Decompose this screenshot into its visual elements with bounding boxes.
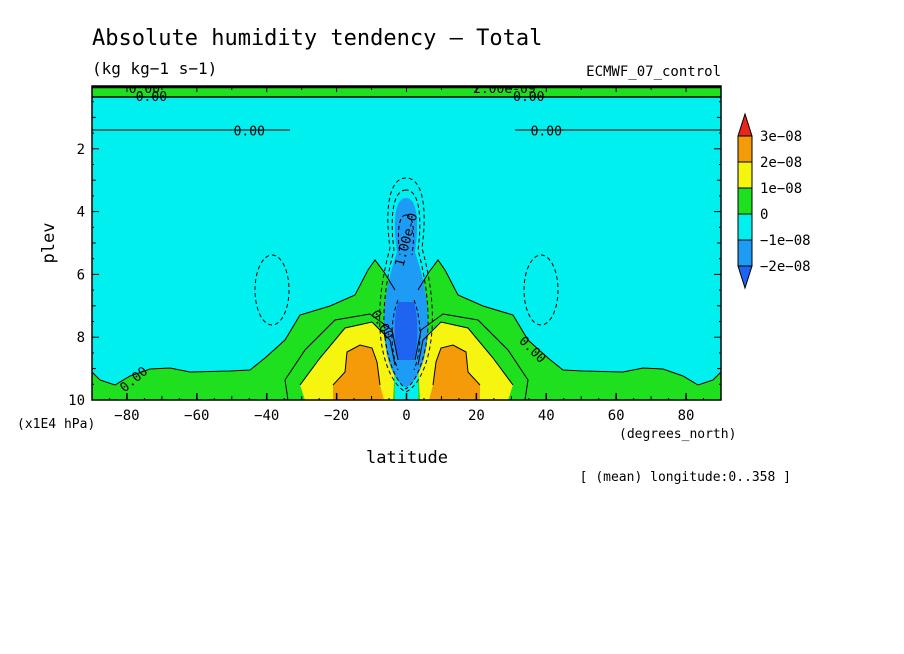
x-tick-label: 0 <box>402 408 410 424</box>
y-tick-label: 2 <box>77 142 85 158</box>
colorbar-label: 1e−08 <box>760 181 802 197</box>
y-tick-label: 4 <box>77 205 85 221</box>
colorbar-label: −2e−08 <box>760 259 811 275</box>
colorbar-segment <box>737 213 753 241</box>
colorbar-segment <box>737 135 753 163</box>
colorbar-segment <box>737 187 753 215</box>
fill-orange <box>333 345 480 400</box>
contour-label: 0.00 <box>234 125 265 140</box>
chart-units: (kg kg−1 s−1) <box>92 59 217 78</box>
contour-label: 0.00 <box>513 90 544 105</box>
colorbar-top-arrow <box>737 112 753 137</box>
x-tick-label: 80 <box>678 408 695 424</box>
x-tick-label: 40 <box>538 408 555 424</box>
y-tick-label: 6 <box>77 267 85 283</box>
y-axis: 2 4 6 8 10 <box>68 101 721 409</box>
contour-label: 0.00 <box>531 125 562 140</box>
x-tick-label: −80 <box>114 408 139 424</box>
contour-label: 2.00e-09 <box>473 82 536 97</box>
chart-title: Absolute humidity tendency — Total <box>92 26 542 51</box>
y-tick-label: 10 <box>68 393 85 409</box>
contour-label: 0.00 <box>129 82 160 97</box>
x-axis-units: (degrees_north) <box>619 427 736 442</box>
contours-dashed <box>254 177 559 393</box>
y-axis-units: (x1E4 hPa) <box>17 417 95 432</box>
colorbar-label: 2e−08 <box>760 155 802 171</box>
plot-area: 0.000.000.002.00e-090.000.001.00e-00.000… <box>92 82 721 400</box>
x-tick-label: 60 <box>608 408 625 424</box>
x-tick-label: −40 <box>254 408 279 424</box>
x-tick-label: −20 <box>324 408 349 424</box>
y-tick-label: 8 <box>77 330 85 346</box>
colorbar-legend: 3e−08 2e−08 1e−08 0 −1e−08 −2e−08 <box>737 112 811 290</box>
contour-label: 0.00 <box>136 90 167 105</box>
colorbar-segment <box>737 239 753 267</box>
x-tick-label: −60 <box>184 408 209 424</box>
colorbar-bottom-arrow <box>737 265 753 290</box>
colorbar-label: −1e−08 <box>760 233 811 249</box>
fill-dark-blue-core <box>394 302 418 360</box>
x-axis: −80 −60 −40 −20 0 20 40 60 80 <box>91 86 722 424</box>
colorbar-label: 3e−08 <box>760 129 802 145</box>
footnote: [ (mean) longitude:0..358 ] <box>580 470 791 485</box>
x-tick-label: 20 <box>468 408 485 424</box>
colorbar-segment <box>737 161 753 189</box>
colorbar-label: 0 <box>760 207 768 223</box>
x-axis-label: latitude <box>366 448 448 468</box>
fill-green-lower <box>92 260 721 400</box>
dataset-label: ECMWF_07_control <box>586 64 721 80</box>
y-axis-label: plev <box>39 223 59 264</box>
